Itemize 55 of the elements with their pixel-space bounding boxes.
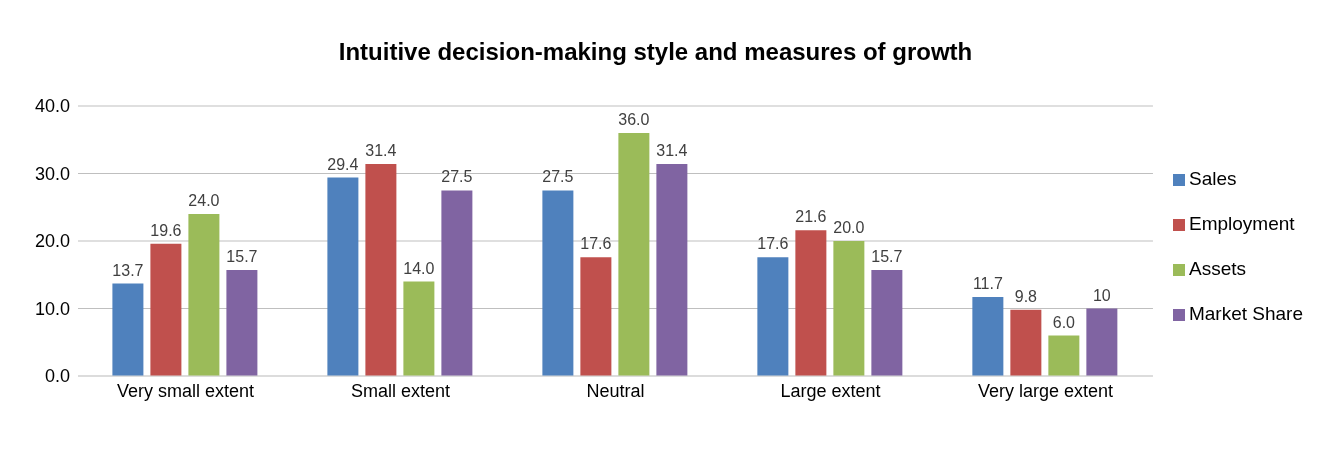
bar <box>327 177 359 376</box>
bar <box>441 190 473 376</box>
bar <box>188 214 220 376</box>
x-tick-label: Small extent <box>350 380 451 401</box>
bar <box>365 164 397 376</box>
bar <box>1086 308 1118 376</box>
bar <box>112 283 144 376</box>
bar <box>618 133 650 376</box>
bar <box>580 257 612 376</box>
bar <box>833 241 865 376</box>
data-label: 15.7 <box>871 248 903 266</box>
data-label: 31.4 <box>365 142 397 160</box>
bar <box>150 243 182 376</box>
y-tick-label: 0.0 <box>44 366 70 387</box>
bar <box>757 257 789 376</box>
data-label: 27.5 <box>542 168 574 186</box>
bar <box>795 230 827 376</box>
bar <box>972 297 1004 376</box>
data-label: 14.0 <box>403 259 435 277</box>
bar <box>226 270 258 376</box>
data-label: 27.5 <box>441 168 473 186</box>
y-tick-label: 20.0 <box>34 231 70 252</box>
x-tick-label: Very small extent <box>116 380 255 401</box>
chart-title: Intuitive decision-making style and measures of growth <box>337 37 974 66</box>
data-label: 36.0 <box>618 111 650 128</box>
bar <box>542 190 574 376</box>
data-label: 6.0 <box>1052 313 1076 331</box>
bar <box>403 281 435 376</box>
y-tick-label: 30.0 <box>34 163 70 184</box>
data-label: 24.0 <box>188 192 220 209</box>
bar <box>1048 335 1080 376</box>
data-label: 10 <box>1092 286 1111 304</box>
data-label: 20.0 <box>833 219 865 236</box>
data-label: 9.8 <box>1014 287 1038 305</box>
data-label: 11.7 <box>972 275 1003 293</box>
data-label: 29.4 <box>327 155 359 173</box>
data-label: 13.7 <box>112 261 144 279</box>
data-label: 17.6 <box>580 235 612 253</box>
y-tick-label: 10.0 <box>34 298 70 319</box>
x-tick-label: Neutral <box>586 380 645 401</box>
legend-label: Employment <box>1188 213 1295 234</box>
bar <box>1010 309 1042 376</box>
legend-label: Assets <box>1188 258 1246 279</box>
legend-label: Sales <box>1188 168 1237 189</box>
data-label: 21.6 <box>795 208 827 226</box>
bar <box>871 270 903 376</box>
x-tick-label: Large extent <box>780 380 881 401</box>
data-label: 15.7 <box>226 248 258 266</box>
bar <box>656 164 688 376</box>
data-label: 19.6 <box>150 221 182 239</box>
legend-label: Market Share <box>1188 303 1303 324</box>
x-tick-label: Very large extent <box>977 380 1113 401</box>
y-tick-label: 40.0 <box>34 96 70 117</box>
data-label: 31.4 <box>656 142 688 160</box>
data-label: 17.6 <box>757 235 789 253</box>
